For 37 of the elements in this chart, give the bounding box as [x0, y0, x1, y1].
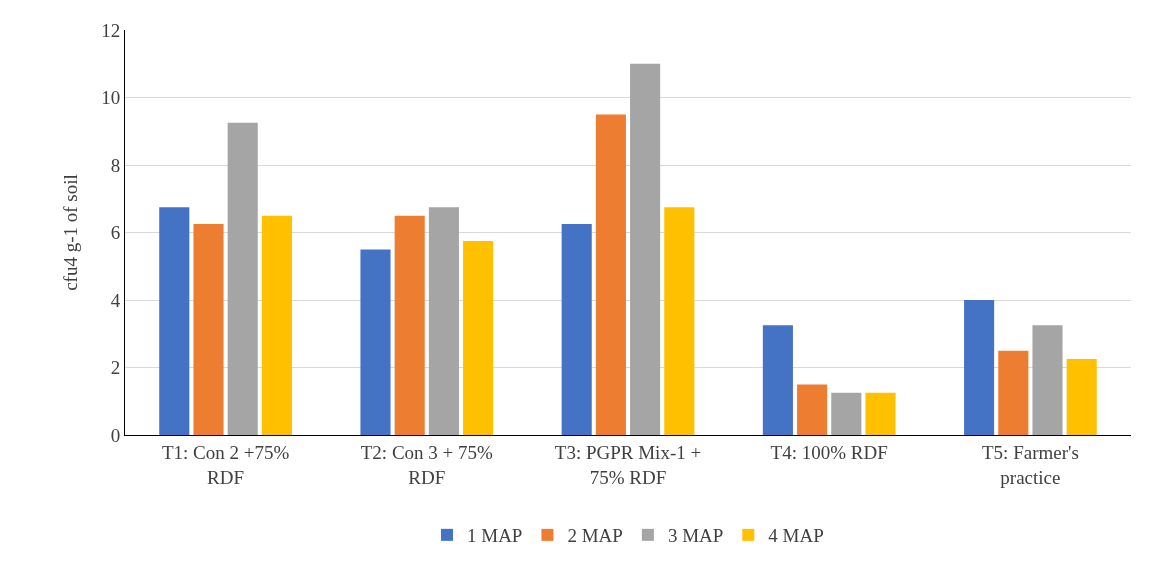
legend-label: 2 MAP — [567, 525, 623, 547]
bar — [1066, 359, 1097, 435]
y-tick-label: 0 — [110, 424, 121, 446]
bar — [865, 392, 896, 435]
bar — [193, 224, 224, 435]
x-tick-label: T4: 100% RDF — [770, 441, 888, 463]
x-tick-label: T3: PGPR Mix-1 + 75% RDF — [554, 441, 702, 488]
bar — [630, 63, 661, 435]
bar — [1032, 325, 1063, 435]
bar — [762, 325, 793, 435]
bar — [463, 240, 494, 435]
x-tick-label: T1: Con 2 +75% RDF — [161, 441, 290, 488]
bar — [227, 122, 258, 435]
bar — [159, 207, 190, 435]
bar — [394, 215, 425, 435]
legend-label: 4 MAP — [768, 525, 824, 547]
y-tick-label: 8 — [110, 154, 121, 176]
y-tick-label: 10 — [101, 87, 121, 109]
bar — [360, 249, 391, 435]
legend-label: 3 MAP — [667, 525, 724, 547]
x-tick-label: T2: Con 3 + 75% RDF — [360, 441, 494, 488]
y-tick-label: 2 — [110, 357, 121, 379]
bar — [261, 215, 292, 435]
y-tick-label: 6 — [110, 222, 121, 244]
bar — [664, 207, 695, 435]
bar — [561, 224, 592, 435]
y-axis-title: cfu4 g-1 of soil — [60, 174, 81, 291]
legend-label: 1 MAP — [467, 525, 523, 547]
bar — [595, 114, 626, 435]
bar — [998, 350, 1029, 435]
bar — [831, 392, 862, 435]
x-tick-label: T5: Farmer's practice — [981, 441, 1079, 488]
bar — [797, 384, 828, 435]
bar — [428, 207, 459, 435]
y-tick-label: 12 — [101, 19, 121, 41]
bar — [964, 300, 995, 435]
y-tick-label: 4 — [110, 289, 121, 311]
